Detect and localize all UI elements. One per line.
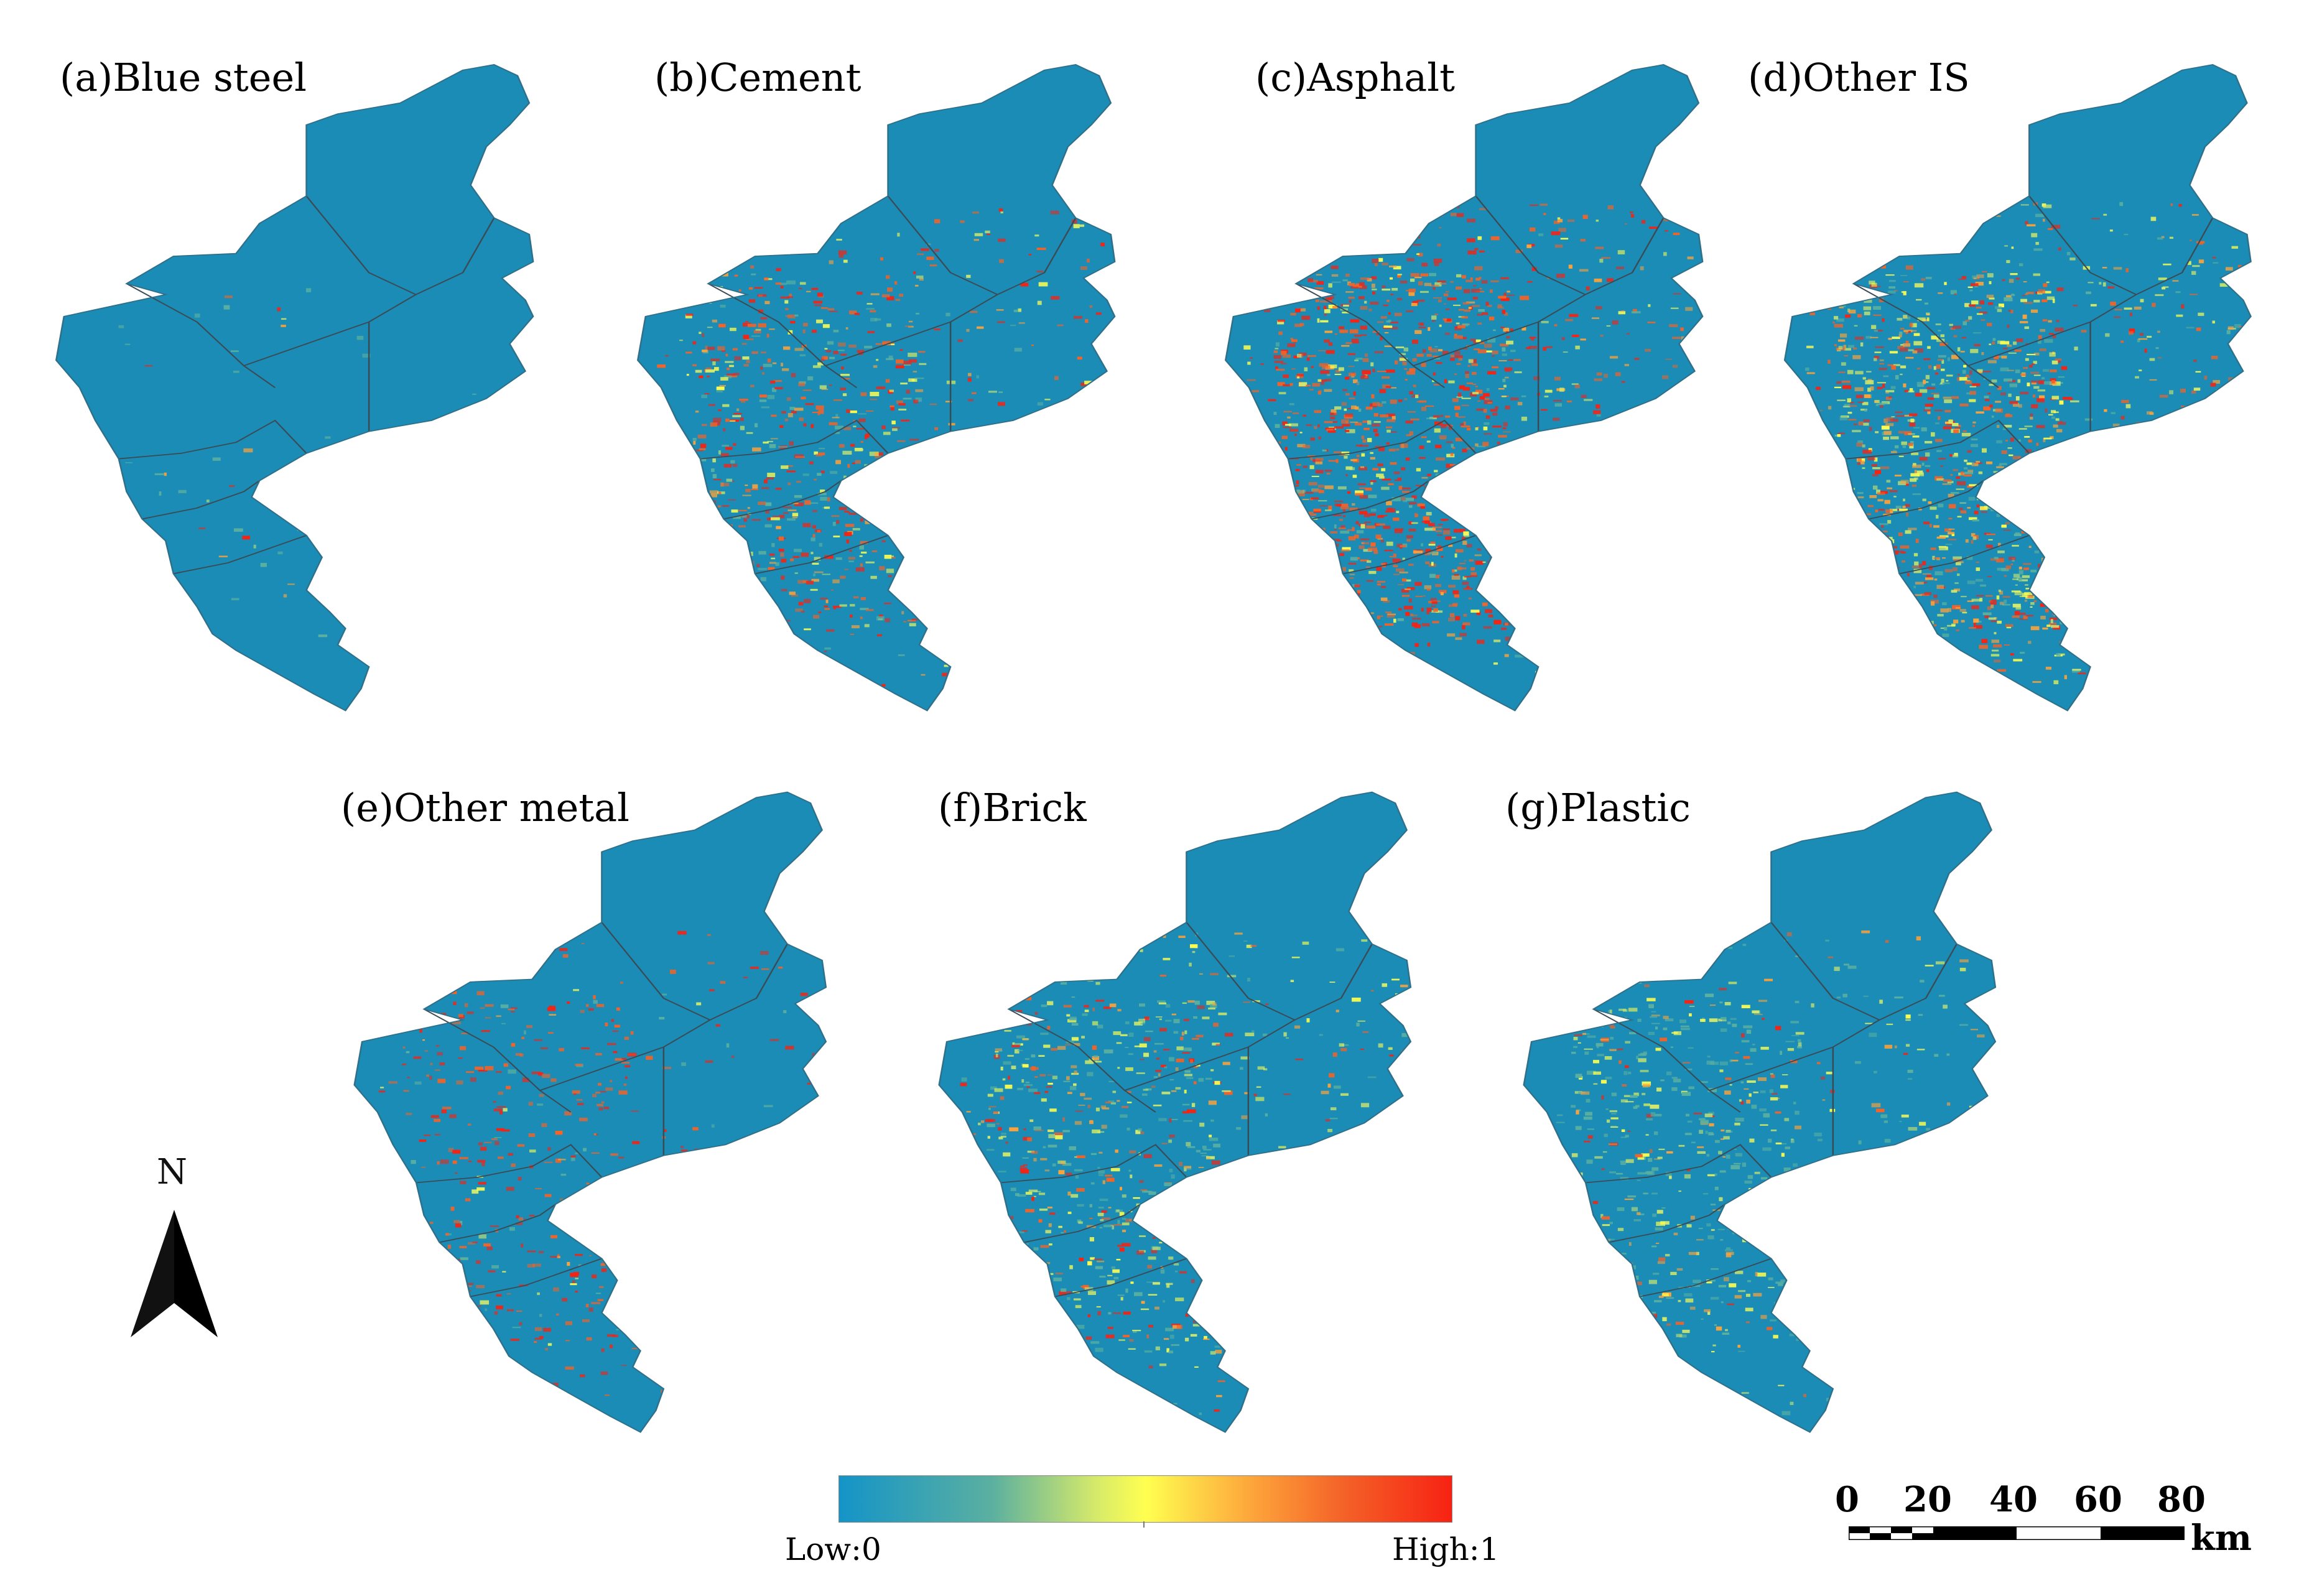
district-boundary <box>1186 922 1373 1021</box>
district-boundary <box>305 195 495 295</box>
scale-tick-80: 80 <box>2157 1479 2206 1520</box>
panel-g-map <box>1523 791 1997 1433</box>
scale-unit: km <box>2191 1518 2252 1559</box>
district-boundary <box>142 480 261 520</box>
region-fill <box>354 792 826 1432</box>
legend-tick-mid <box>1143 1521 1145 1528</box>
scale-tick-60: 60 <box>2074 1479 2122 1520</box>
panel-f-title: (f)Brick <box>938 785 1087 830</box>
panel-b-title: (b)Cement <box>654 55 862 100</box>
scale-tick-40: 40 <box>1989 1479 2038 1520</box>
region-outline <box>55 64 534 712</box>
panel-d-map <box>1783 64 2252 712</box>
panel-c-map <box>1224 64 1704 712</box>
panel-c-title: (c)Asphalt <box>1255 55 1456 100</box>
district-boundary <box>1967 294 2137 366</box>
legend-low-label: Low:0 <box>785 1531 881 1567</box>
district-boundary <box>1609 1204 1725 1243</box>
panel-a-title: (a)Blue steel <box>60 55 307 100</box>
district-boundary <box>243 294 417 366</box>
district-boundary <box>1846 419 2030 460</box>
district-boundary <box>470 1258 602 1297</box>
district-boundary <box>1000 1144 1187 1184</box>
district-boundary <box>1311 480 1430 520</box>
district-boundary <box>1054 1258 1187 1297</box>
panel-a-map <box>55 64 534 712</box>
district-boundary <box>1770 922 1958 1021</box>
district-boundary <box>439 1204 556 1243</box>
district-boundary <box>1475 195 1665 295</box>
district-boundary <box>1008 1008 1156 1113</box>
district-boundary <box>887 195 1077 295</box>
region-outline <box>1523 791 1997 1433</box>
scale-tick-20: 20 <box>1903 1479 1952 1520</box>
district-boundary <box>1295 283 1446 388</box>
district-boundary <box>723 480 842 520</box>
district-boundary <box>1639 1258 1772 1297</box>
district-boundary <box>1868 480 1984 520</box>
panel-b-map <box>636 64 1116 712</box>
region-outline <box>353 791 827 1433</box>
district-boundary <box>173 535 307 575</box>
legend-color-ramp <box>838 1475 1452 1523</box>
district-boundary <box>1709 1019 1880 1091</box>
district-boundary <box>1342 535 1477 575</box>
region-fill <box>1523 792 1995 1432</box>
region-outline <box>1224 64 1704 712</box>
region-fill <box>939 792 1411 1432</box>
district-boundary <box>539 1019 711 1091</box>
panel-e-title: (e)Other metal <box>341 785 629 830</box>
district-boundary <box>700 419 889 460</box>
panel-e-map <box>353 791 827 1433</box>
district-boundary <box>1899 535 2030 575</box>
district-boundary <box>755 535 889 575</box>
district-boundary <box>126 283 276 388</box>
district-boundary <box>825 294 998 366</box>
panel-d-title: (d)Other IS <box>1748 55 1970 100</box>
legend-high-label: High:1 <box>1392 1531 1500 1567</box>
district-boundary <box>1413 294 1586 366</box>
scale-bar <box>1849 1526 2185 1540</box>
north-label: N <box>157 1152 187 1192</box>
district-boundary <box>601 922 788 1021</box>
scale-tick-0: 0 <box>1835 1479 1859 1520</box>
district-boundary <box>1852 283 2000 388</box>
region-fill <box>56 65 534 711</box>
region-outline <box>1783 64 2252 712</box>
district-boundary <box>707 283 858 388</box>
region-fill <box>1785 65 2251 711</box>
district-boundary <box>1024 1204 1141 1243</box>
panel-g-title: (g)Plastic <box>1505 785 1691 830</box>
panel-f-map <box>938 791 1412 1433</box>
north-arrow-icon <box>131 1210 218 1337</box>
district-boundary <box>416 1144 603 1184</box>
region-outline <box>636 64 1116 712</box>
district-boundary <box>118 419 307 460</box>
district-boundary <box>423 1008 572 1113</box>
region-outline <box>938 791 1412 1433</box>
district-boundary <box>1592 1008 1741 1113</box>
district-boundary <box>1124 1019 1296 1091</box>
district-boundary <box>1288 419 1477 460</box>
district-boundary <box>1585 1144 1772 1184</box>
district-boundary <box>2028 195 2214 295</box>
